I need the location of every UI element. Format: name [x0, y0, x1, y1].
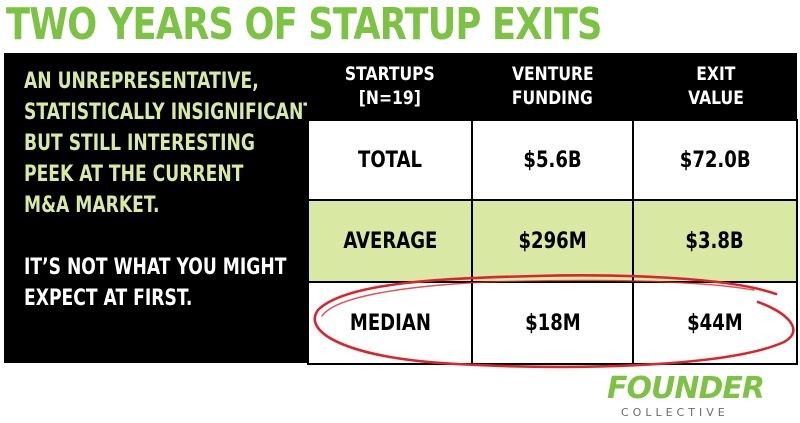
intro-line: STATISTICALLY INSIGNIFICANT, [24, 100, 320, 125]
table-header-row: STARTUPS [N=19] VENTURE FUNDING EXIT VAL… [307, 53, 797, 120]
header-exit-value: EXIT VALUE [632, 53, 797, 120]
table-row-total: TOTAL $5.6B $72.0B [307, 119, 798, 201]
intro-line: PEEK AT THE CURRENT [24, 162, 244, 187]
exit-cell: $3.8B [632, 199, 798, 283]
exits-table: STARTUPS [N=19] VENTURE FUNDING EXIT VAL… [307, 53, 798, 365]
exit-cell: $44M [632, 281, 798, 365]
note-line: IT’S NOT WHAT YOU MIGHT [24, 255, 287, 280]
row-label: TOTAL [307, 119, 473, 201]
header-startups: STARTUPS [N=19] [307, 53, 472, 120]
intro-line: BUT STILL INTERESTING [24, 131, 255, 156]
exit-cell: $72.0B [632, 119, 798, 201]
row-label: MEDIAN [307, 281, 473, 365]
intro-text: AN UNREPRESENTATIVE, STATISTICALLY INSIG… [24, 66, 320, 314]
funding-cell: $296M [471, 199, 634, 283]
logo-wordmark: FOUNDER [607, 371, 765, 406]
row-label: AVERAGE [307, 199, 473, 283]
founder-collective-logo: FOUNDER COLLECTIVE [607, 372, 797, 423]
intro-line: M&A MARKET. [24, 193, 160, 218]
header-venture-funding: VENTURE FUNDING [471, 53, 633, 120]
logo-subtitle: COLLECTIVE [621, 406, 729, 419]
page-title: TWO YEARS OF STARTUP EXITS [6, 0, 602, 50]
table-row-median: MEDIAN $18M $44M [307, 281, 798, 365]
funding-cell: $5.6B [471, 119, 634, 201]
funding-cell: $18M [471, 281, 634, 365]
table-row-average: AVERAGE $296M $3.8B [307, 199, 798, 283]
intro-line: AN UNREPRESENTATIVE, [24, 69, 259, 94]
note-line: EXPECT AT FIRST. [24, 286, 193, 311]
